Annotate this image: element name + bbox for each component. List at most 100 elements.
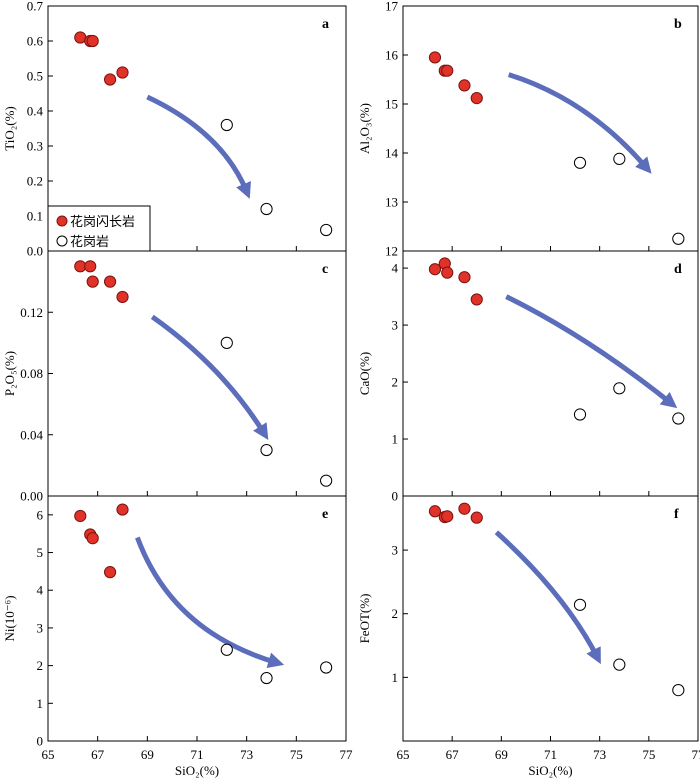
granite-point-a [260, 202, 273, 216]
panel-e: 65 67 69 71 73 75 77 0 1 2 3 4 5 6 Ni(10⁻⁶) SiO₂(%) e [2, 495, 354, 778]
y-tick-label-d: 3 [392, 318, 399, 333]
granodiorite-point-b [428, 51, 442, 64]
granite-point-b [613, 152, 626, 165]
granodiorite-point-f [458, 502, 471, 515]
panel-label-d: d [674, 262, 682, 277]
y-tick-label-a: 0.2 [27, 174, 43, 189]
y-tick-label-b: 12 [385, 244, 398, 259]
y-tick-label-d: 2 [392, 375, 399, 390]
granite-point-c [220, 336, 233, 349]
panel-d: 0 1 2 3 4 CaO(%) d [357, 250, 699, 504]
y-tick-label-b: 17 [385, 0, 399, 14]
y-tick-label-f: 2 [392, 606, 399, 621]
y-tick-label-a: 0.7 [27, 0, 44, 14]
panel-label-c: c [322, 262, 328, 277]
panel-c: 0.00 0.04 0.08 0.12 P₂O₅(%) c [2, 250, 347, 504]
granodiorite-point-d [441, 266, 454, 279]
y-axis-title-c: P₂O₅(%) [2, 351, 17, 396]
granodiorite-point-f [441, 510, 454, 523]
x-tick-label-e: 69 [141, 747, 154, 762]
granite-point-b [573, 156, 587, 169]
y-axis-title-b: Al₂O₃(%) [357, 103, 372, 154]
panel-label-b: b [674, 17, 682, 32]
plot-frame-f [402, 495, 699, 742]
trend-arrow-c [150, 314, 269, 440]
y-tick-label-e: 2 [37, 658, 44, 673]
legend-label-granite: 花岗岩 [70, 234, 109, 250]
x-tick-label-e: 65 [42, 747, 55, 762]
y-tick-label-d: 0 [392, 489, 399, 504]
granite-point-d [672, 412, 685, 425]
y-tick-label-f: 3 [392, 543, 399, 558]
plot-frame-b [402, 5, 699, 252]
granodiorite-point-a [116, 66, 129, 79]
y-tick-label-e: 3 [37, 620, 44, 635]
granodiorite-point-b [470, 92, 483, 105]
x-tick-label-e: 77 [340, 747, 354, 762]
panel-label-a: a [322, 17, 329, 32]
granite-point-c [260, 443, 273, 457]
y-tick-label-d: 4 [392, 261, 399, 276]
trend-arrow-f [494, 530, 601, 665]
x-tick-label-f: 77 [692, 747, 700, 762]
y-tick-label-c: 0.04 [20, 427, 43, 442]
y-axis-title-f: FeOT(%) [357, 594, 372, 644]
granodiorite-point-a [103, 73, 117, 86]
granite-point-f [573, 598, 587, 611]
granite-point-c [320, 474, 333, 487]
granodiorite-point-c [84, 260, 97, 273]
granite-point-e [220, 643, 233, 656]
y-tick-label-a: 0.3 [27, 139, 43, 154]
y-tick-label-e: 4 [37, 583, 44, 598]
y-tick-label-a: 0.1 [27, 209, 43, 224]
granodiorite-point-b [458, 79, 471, 92]
panel-a: 0.0 0.1 0.2 0.3 0.4 0.5 0.6 0.7 TiO₂(%) a [2, 0, 347, 259]
granodiorite-point-e [103, 566, 117, 579]
x-tick-label-f: 65 [397, 747, 410, 762]
y-tick-label-b: 15 [385, 97, 398, 112]
y-axis-title-d: CaO(%) [357, 352, 372, 395]
legend-marker-granite [56, 235, 68, 247]
y-tick-label-c: 0.12 [20, 305, 43, 320]
y-axis-title-e: Ni(10⁻⁶) [2, 595, 17, 641]
x-tick-label-e: 67 [91, 747, 105, 762]
granodiorite-point-e [74, 509, 87, 523]
y-tick-label-e: 5 [37, 545, 44, 560]
y-tick-label-c: 0.00 [20, 489, 43, 504]
x-axis-title-f: SiO₂(%) [528, 763, 572, 778]
granodiorite-point-d [428, 263, 442, 276]
y-axis-title-a: TiO₂(%) [2, 106, 17, 151]
y-tick-label-a: 0.5 [27, 69, 43, 84]
y-tick-label-f: 1 [392, 670, 399, 685]
y-tick-label-e: 1 [37, 696, 44, 711]
y-tick-label-c: 0.08 [20, 366, 43, 381]
y-tick-label-b: 14 [385, 146, 399, 161]
trend-arrow-e [135, 536, 285, 668]
granite-point-f [672, 683, 685, 697]
panel-label-f: f [674, 507, 679, 522]
y-tick-label-d: 1 [392, 432, 399, 447]
plot-frame-c [47, 250, 347, 497]
granodiorite-point-f [470, 511, 483, 524]
y-tick-label-a: 0.4 [27, 104, 44, 119]
y-tick-label-e: 6 [37, 507, 44, 522]
granite-point-f [613, 658, 626, 671]
x-tick-label-e: 71 [191, 747, 204, 762]
granite-point-d [613, 382, 626, 395]
granite-point-b [672, 232, 685, 245]
granodiorite-point-d [458, 271, 471, 284]
x-tick-label-f: 69 [495, 747, 508, 762]
granite-point-a [320, 223, 333, 237]
x-axis-title-e: SiO₂(%) [175, 763, 219, 778]
x-tick-label-e: 75 [290, 747, 303, 762]
legend-marker-granodiorite [56, 215, 68, 227]
panel-b: 12 13 14 15 16 17 Al₂O₃(%) b [357, 0, 699, 259]
x-tick-label-e: 73 [240, 747, 253, 762]
legend-label-granodiorite: 花岗闪长岩 [70, 214, 135, 230]
x-tick-label-f: 75 [642, 747, 655, 762]
granodiorite-point-a [86, 34, 99, 48]
y-tick-label-b: 16 [385, 48, 399, 63]
granodiorite-point-c [86, 275, 99, 288]
